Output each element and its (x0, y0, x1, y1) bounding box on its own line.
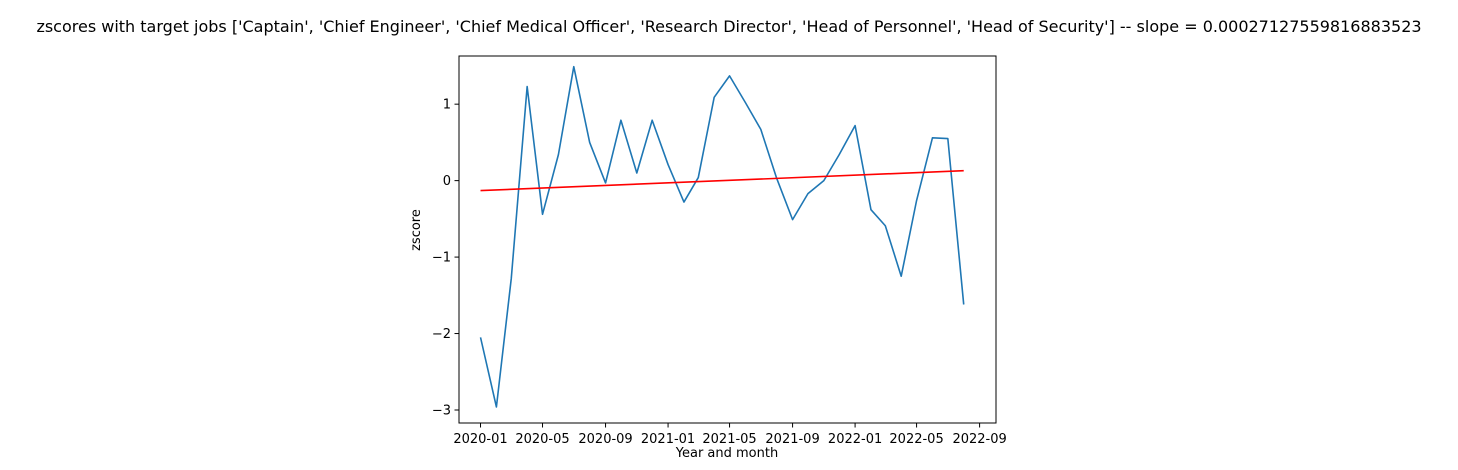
plot-frame (458, 55, 997, 424)
y-tick-label: 0 (443, 174, 451, 189)
series-line-0 (479, 65, 965, 408)
y-tick-label: −2 (432, 327, 451, 342)
x-tick-label: 2022-05 (889, 432, 943, 447)
x-axis-label: Year and month (675, 446, 778, 461)
x-tick-label: 2020-05 (515, 432, 569, 447)
x-tick-label: 2021-09 (765, 432, 819, 447)
x-tick-label: 2022-01 (828, 432, 882, 447)
x-tick-label: 2020-09 (578, 432, 632, 447)
y-tick-label: −1 (432, 251, 451, 266)
x-axis: 2020-01 2020-05 2020-09 2021-01 2021-05 2021-… (453, 423, 1007, 447)
plot-content (479, 65, 965, 408)
x-tick-label: 2022-09 (952, 432, 1006, 447)
x-tick-label: 2021-01 (641, 432, 695, 447)
chart-title: zscores with target jobs ['Captain', 'Ch… (36, 17, 1421, 36)
series-line-1 (480, 169, 964, 192)
y-tick-label: 1 (443, 98, 451, 113)
x-tick-label: 2021-05 (702, 432, 756, 447)
y-axis-label: zscore (409, 209, 424, 251)
y-tick-label: −3 (432, 404, 451, 419)
y-axis: −3 −2 −1 0 1 (432, 98, 459, 419)
x-tick-label: 2020-01 (453, 432, 507, 447)
